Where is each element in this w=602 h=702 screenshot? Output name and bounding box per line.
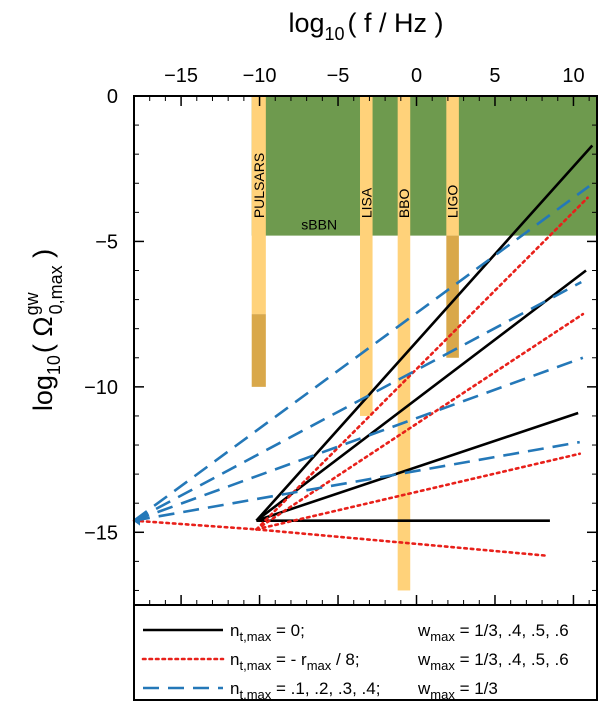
x-ticks: −15 −10 −5 0 5 10: [133, 65, 590, 605]
pulsars-band-lower: [251, 314, 266, 387]
y-tick-label: 0: [107, 86, 118, 108]
y-tick-label: −5: [95, 231, 118, 253]
legend-n-label: nt,max = .1, .2, .3, .4;: [230, 679, 380, 702]
bbo-band: [397, 96, 411, 591]
legend-frame: [133, 604, 598, 701]
lisa-label: LISA: [358, 187, 374, 218]
series-line-dotted-6: [255, 312, 585, 531]
series-line-dashed-9: [133, 185, 590, 522]
series-line-solid-2: [255, 269, 587, 522]
legend-w-label: wmax = 1/3, .4, .5, .6: [417, 650, 569, 673]
band-labels: PULSARS LISA BBO LIGO: [251, 153, 461, 218]
legend-w-label: wmax = 1/3: [417, 679, 498, 702]
legend-w-label: wmax = 1/3, .4, .5, .6: [417, 621, 569, 644]
legend: nt,max = 0; wmax = 1/3, .4, .5, .6 nt,max …: [141, 621, 569, 702]
x-tick-label: −15: [164, 65, 198, 87]
series-line-solid-3: [256, 411, 579, 522]
series-line-dotted-5: [255, 196, 589, 531]
x-tick-label: 5: [489, 65, 500, 87]
sbbn-label: sBBN: [301, 217, 337, 233]
series-line-solid-1: [255, 144, 594, 522]
dashed-origin-marker: [133, 515, 140, 526]
y-axis-title: log10( Ωgw 0,max ): [22, 249, 66, 411]
pulsars-label: PULSARS: [251, 153, 267, 218]
legend-n-label: nt,max = - rmax / 8;: [230, 650, 360, 673]
ligo-band-lower: [446, 235, 459, 358]
pulsars-band: [251, 96, 266, 315]
series-line-dashed-10: [133, 281, 582, 522]
lisa-band: [360, 96, 373, 416]
bands-layer: [251, 96, 459, 591]
bbo-label: BBO: [396, 188, 412, 218]
y-tick-label: −10: [84, 377, 118, 399]
ligo-label: LIGO: [445, 185, 461, 219]
series-line-dotted-7: [255, 452, 582, 531]
legend-n-label: nt,max = 0;: [230, 621, 305, 644]
y-ticks: 0 −5 −10 −15: [84, 86, 597, 591]
x-tick-label: −10: [243, 65, 277, 87]
series-layer: [132, 144, 594, 557]
series-line-dotted-8: [132, 519, 547, 557]
regions-layer: sBBN: [251, 96, 598, 236]
x-tick-label: −5: [327, 65, 350, 87]
x-axis-title: log10( f / Hz ): [288, 8, 443, 44]
series-line-dashed-12: [133, 440, 580, 522]
y-tick-label: −15: [84, 522, 118, 544]
ligo-band: [446, 96, 459, 236]
series-line-dashed-11: [133, 356, 584, 522]
x-tick-label: 0: [411, 65, 422, 87]
sbbn-region: [251, 96, 598, 236]
x-tick-label: 10: [562, 65, 584, 87]
